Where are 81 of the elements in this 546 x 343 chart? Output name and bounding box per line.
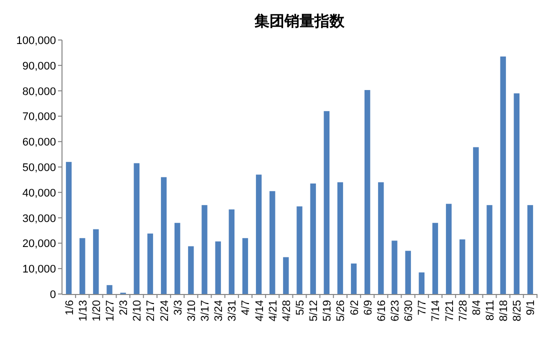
- x-tick-label: 1/13: [77, 300, 90, 322]
- x-tick-label: 5/5: [294, 300, 306, 316]
- bar: [337, 182, 344, 294]
- x-tick-label: 2/3: [118, 300, 130, 316]
- bar: [215, 241, 221, 294]
- x-tick-label: 7/21: [444, 300, 456, 322]
- bar: [405, 250, 411, 294]
- x-tick-label: 2/10: [132, 300, 144, 322]
- bar: [364, 90, 370, 294]
- y-tick-label: 40,000: [22, 187, 56, 200]
- bar: [486, 205, 492, 294]
- x-tick-label: 2/17: [145, 300, 158, 322]
- x-tick-label: 3/3: [172, 300, 184, 316]
- x-tick-label: 4/14: [254, 300, 266, 322]
- bar: [350, 264, 357, 294]
- y-tick-label: 10,000: [22, 264, 56, 276]
- x-tick-label: 2/24: [158, 300, 171, 322]
- x-tick-label: 1/27: [104, 300, 116, 322]
- y-tick-label: 50,000: [22, 162, 56, 174]
- x-tick-label: 4/28: [280, 300, 293, 322]
- x-tick-label: 1/6: [64, 300, 76, 316]
- bar: [242, 238, 248, 294]
- bar: [270, 191, 276, 294]
- y-tick-label: 30,000: [22, 212, 56, 225]
- x-tick-label: 6/9: [362, 300, 374, 316]
- bar: [188, 246, 194, 294]
- bar: [93, 229, 99, 294]
- bar: [460, 239, 466, 294]
- x-tick-label: 5/19: [322, 300, 334, 322]
- y-tick-label: 0: [50, 289, 56, 301]
- chart-title: 集团销量指数: [254, 13, 346, 30]
- bar: [228, 209, 234, 294]
- x-tick-label: 7/14: [430, 300, 442, 322]
- x-tick-label: 9/1: [525, 300, 538, 316]
- y-tick-label: 90,000: [22, 60, 56, 72]
- bar: [310, 184, 316, 294]
- bar: [514, 93, 520, 294]
- x-tick-label: 5/26: [335, 300, 348, 322]
- bar: [106, 285, 112, 294]
- x-tick-label: 4/21: [267, 300, 280, 322]
- bar: [174, 222, 180, 294]
- bar: [378, 182, 384, 294]
- x-tick-label: 6/23: [390, 300, 402, 322]
- x-tick-label: 4/7: [240, 300, 252, 316]
- y-tick-label: 70,000: [22, 111, 56, 124]
- x-tick-label: 3/31: [226, 300, 239, 322]
- y-tick-label: 80,000: [22, 86, 56, 98]
- bar: [418, 272, 424, 294]
- bar: [473, 147, 479, 294]
- x-tick-label: 3/17: [200, 300, 212, 322]
- x-tick-label: 8/25: [512, 300, 524, 322]
- x-tick-label: 6/16: [376, 300, 388, 322]
- y-tick-label: 60,000: [22, 136, 56, 149]
- y-tick-label: 20,000: [22, 238, 56, 250]
- bar: [66, 162, 72, 294]
- bar: [527, 205, 534, 294]
- bar: [432, 222, 438, 294]
- bar: [256, 174, 262, 294]
- x-tick-label: 1/20: [90, 300, 103, 322]
- x-tick-label: 5/12: [308, 300, 320, 322]
- bar: [296, 206, 302, 294]
- y-tick-label: 100,000: [16, 35, 56, 47]
- bar: [80, 238, 86, 294]
- bar: [160, 177, 167, 294]
- bar: [134, 163, 140, 294]
- x-tick-label: 7/28: [457, 300, 470, 322]
- x-tick-label: 3/24: [213, 300, 226, 322]
- bar: [392, 240, 398, 294]
- x-tick-label: 6/2: [348, 300, 361, 316]
- x-tick-label: 8/4: [470, 300, 483, 316]
- bar: [446, 204, 452, 294]
- x-tick-label: 8/11: [484, 300, 496, 321]
- bar: [202, 205, 208, 294]
- x-tick-label: 7/7: [416, 300, 429, 316]
- bar: [283, 257, 289, 294]
- bar: [147, 234, 154, 294]
- bar: [500, 56, 506, 294]
- x-tick-label: 6/30: [403, 300, 416, 322]
- x-tick-label: 3/10: [186, 300, 198, 322]
- bar: [324, 111, 330, 294]
- x-tick-label: 8/18: [498, 300, 510, 322]
